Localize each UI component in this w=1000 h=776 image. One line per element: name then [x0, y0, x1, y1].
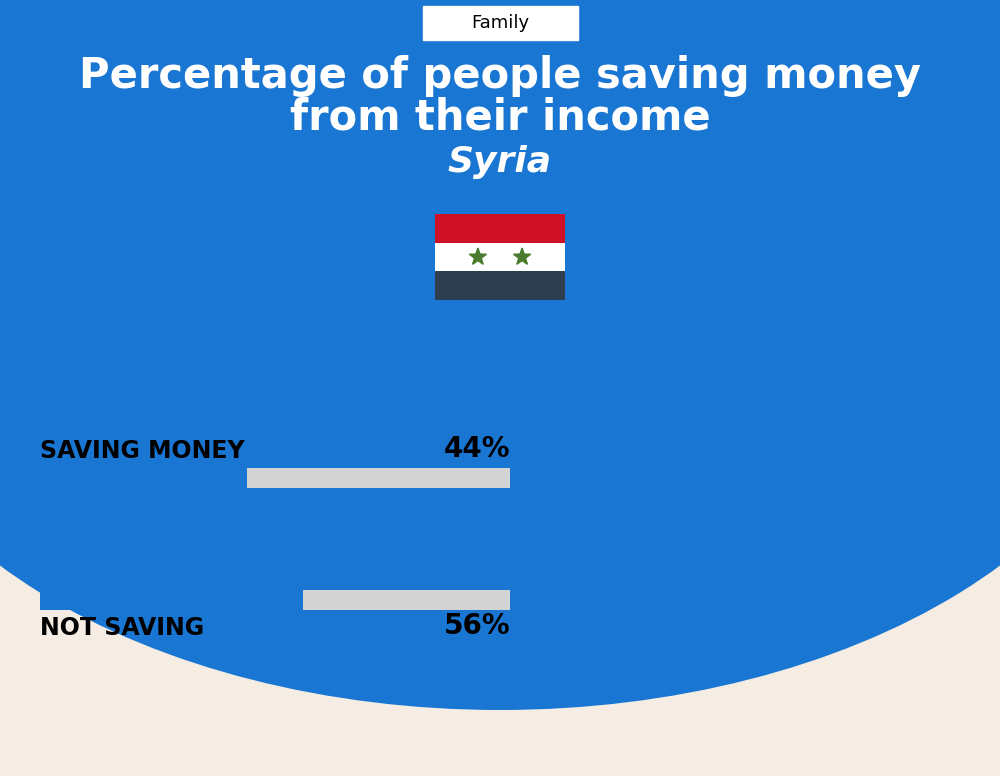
Bar	[435, 272, 565, 300]
Bar	[40, 590, 510, 610]
Text: NOT SAVING: NOT SAVING	[40, 616, 204, 640]
Text: Family: Family	[471, 14, 529, 32]
Bar	[40, 468, 247, 488]
FancyBboxPatch shape	[422, 6, 578, 40]
Bar	[40, 590, 303, 610]
Bar	[435, 214, 565, 243]
Text: 56%: 56%	[443, 612, 510, 640]
Bar	[40, 468, 510, 488]
Polygon shape	[514, 248, 531, 265]
Text: Percentage of people saving money: Percentage of people saving money	[79, 55, 921, 97]
Text: SAVING MONEY: SAVING MONEY	[40, 439, 245, 463]
Bar	[0, 0, 1000, 310]
Bar	[435, 243, 565, 272]
Polygon shape	[469, 248, 486, 265]
Text: 44%: 44%	[444, 435, 510, 463]
Text: Syria: Syria	[448, 145, 552, 179]
Ellipse shape	[0, 0, 1000, 710]
Text: from their income: from their income	[290, 97, 710, 139]
